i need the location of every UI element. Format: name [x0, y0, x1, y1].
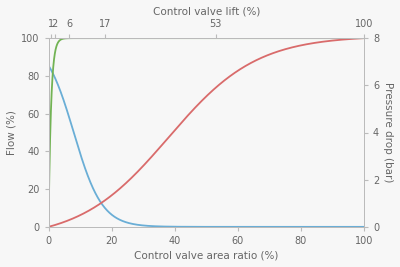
Y-axis label: Pressure drop (bar): Pressure drop (bar) [383, 82, 393, 183]
X-axis label: Control valve area ratio (%): Control valve area ratio (%) [134, 250, 278, 260]
Y-axis label: Flow (%): Flow (%) [7, 110, 17, 155]
X-axis label: Control valve lift (%): Control valve lift (%) [152, 7, 260, 17]
